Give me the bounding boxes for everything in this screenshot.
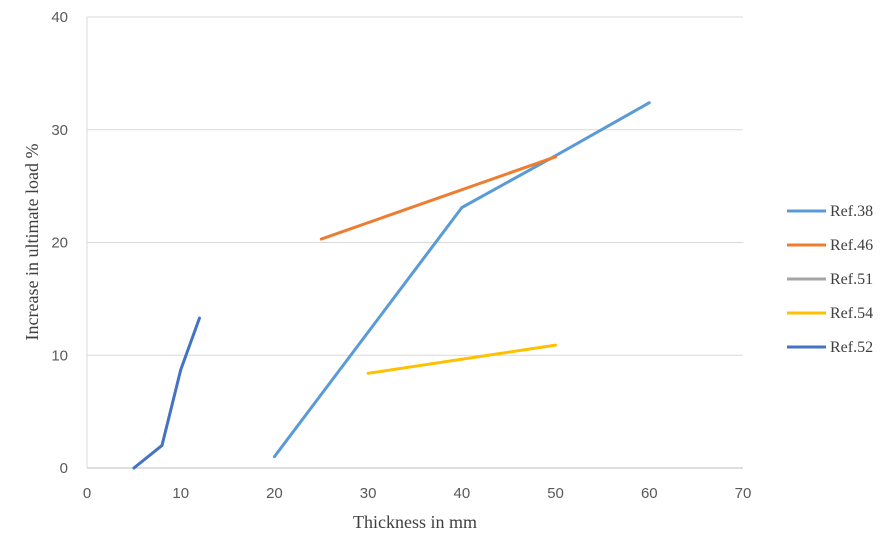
- plot-series: [132, 101, 651, 470]
- series-line-ref-52: [132, 316, 201, 470]
- x-tick-labels: 0 10 20 30 40 50 60 70: [83, 485, 752, 502]
- x-axis-title: Thickness in mm: [353, 512, 477, 532]
- series-line-ref-46: [319, 155, 558, 241]
- legend: Ref.38 Ref.46 Ref.51 Ref.54 Ref.52: [787, 203, 873, 356]
- legend-label: Ref.52: [830, 339, 873, 356]
- y-tick-label: 30: [51, 122, 68, 139]
- y-tick-label: 20: [51, 235, 68, 252]
- y-tick-label: 10: [51, 347, 68, 364]
- series-line-ref-38: [272, 101, 651, 459]
- legend-label: Ref.38: [830, 203, 873, 220]
- x-tick-label: 30: [360, 485, 377, 502]
- y-axis-title: Increase in ultimate load %: [22, 144, 42, 341]
- grid-lines: [86, 16, 743, 468]
- series-line-ref-54: [366, 343, 558, 375]
- y-tick-label: 0: [60, 460, 68, 477]
- y-tick-labels: 0 10 20 30 40: [51, 9, 68, 477]
- x-tick-label: 10: [172, 485, 189, 502]
- x-tick-label: 60: [641, 485, 658, 502]
- y-tick-label: 40: [51, 9, 68, 26]
- x-tick-label: 0: [83, 485, 91, 502]
- legend-label: Ref.54: [830, 305, 873, 322]
- legend-label: Ref.51: [830, 271, 873, 288]
- x-tick-label: 20: [266, 485, 283, 502]
- legend-label: Ref.46: [830, 237, 873, 254]
- x-tick-label: 70: [735, 485, 752, 502]
- x-tick-label: 40: [454, 485, 471, 502]
- x-tick-label: 50: [547, 485, 564, 502]
